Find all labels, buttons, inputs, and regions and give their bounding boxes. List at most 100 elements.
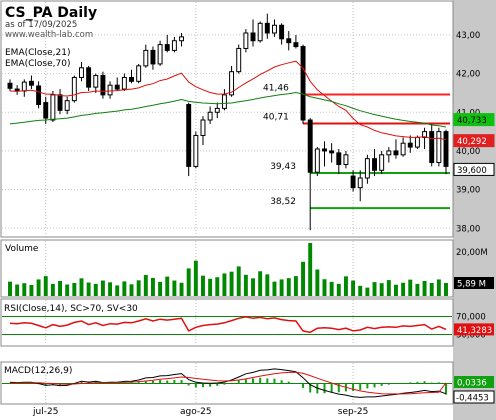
ema70-last-value-box <box>453 113 495 127</box>
x-tick-label: sep-25 <box>338 407 369 417</box>
price-axis-band <box>453 0 496 420</box>
candle-body <box>114 84 120 90</box>
candle-body <box>257 22 263 42</box>
candle-body <box>293 42 299 48</box>
candle-body <box>279 24 285 40</box>
volume-bar <box>179 282 184 296</box>
volume-bar <box>122 281 127 296</box>
candle-body <box>93 75 99 88</box>
volume-bar <box>15 284 20 296</box>
volume-bar <box>58 280 62 296</box>
candle-body <box>357 177 363 189</box>
volume-bar <box>422 280 427 296</box>
volume-bar <box>72 282 77 296</box>
candle-body <box>236 47 242 73</box>
candle-body <box>300 46 306 121</box>
volume-bar <box>379 283 384 296</box>
volume-last-value: 5,89 M <box>457 279 486 289</box>
rsi-label: RSI(Close,14), SC>70, SV<30 <box>4 304 138 314</box>
volume-bars <box>8 243 448 296</box>
volume-pane <box>0 239 454 298</box>
candle-body <box>64 100 70 111</box>
rsi-tick-label: 70,000 <box>456 313 486 323</box>
volume-bar <box>29 284 34 296</box>
level-label: 38,52 <box>270 197 296 207</box>
ema70-line <box>9 91 447 128</box>
price-tick-label: 42,00 <box>456 70 480 80</box>
close-last-value-box <box>453 162 495 176</box>
candle-body <box>400 142 406 156</box>
candle-body <box>107 84 113 96</box>
volume-bar <box>8 281 12 296</box>
price-tick-label: 38,00 <box>456 224 480 234</box>
candle-body <box>422 131 428 138</box>
volume-bar <box>436 279 441 296</box>
volume-bar <box>86 282 91 296</box>
ema70-last-value: 40,733 <box>457 116 487 126</box>
candle-body <box>71 76 77 102</box>
volume-bar <box>336 283 341 296</box>
candle-body <box>264 22 270 34</box>
candle-body <box>271 24 277 34</box>
chart-title: CS_PA Daily <box>5 5 97 21</box>
rsi-line <box>9 316 447 334</box>
volume-bar <box>293 276 298 296</box>
ema21-last-value: 40,292 <box>457 137 487 147</box>
x-tick-label: ago-25 <box>180 407 212 417</box>
volume-bar <box>43 276 48 296</box>
candle-body <box>443 131 449 167</box>
macd-label: MACD(12,26,9) <box>4 366 72 376</box>
candle-body <box>350 175 356 189</box>
volume-bar <box>136 280 141 296</box>
volume-bar <box>272 281 277 296</box>
candle-body <box>429 131 435 164</box>
price-tick-label: 40,00 <box>456 147 480 157</box>
candle-body <box>407 142 413 148</box>
candle-body <box>100 75 106 96</box>
volume-bar <box>429 282 434 296</box>
level-label: 39,43 <box>270 162 296 172</box>
ema-fast-label: EMA(Close,21) <box>5 48 70 58</box>
candle-body <box>143 49 149 67</box>
candle-body <box>200 119 206 136</box>
candle-body <box>36 85 42 106</box>
volume-bar <box>100 280 105 296</box>
volume-bar <box>165 276 170 296</box>
volume-bar <box>222 273 227 296</box>
volume-bar <box>351 280 356 296</box>
candle-body <box>14 88 20 92</box>
candle-body <box>286 38 292 44</box>
candle-body <box>207 111 213 121</box>
macd-signal-last-box <box>454 376 494 388</box>
ema-lines <box>9 60 447 141</box>
candle-body <box>79 67 84 78</box>
volume-bar <box>279 279 284 296</box>
volume-last-box <box>454 276 494 289</box>
price-pane <box>0 0 454 238</box>
candle-body <box>336 152 342 165</box>
volume-bar <box>150 277 155 296</box>
candle-body <box>329 150 335 154</box>
volume-bar <box>444 282 448 296</box>
volume-bar <box>158 281 163 296</box>
level-label: 40,71 <box>263 112 289 122</box>
candle-body <box>57 94 63 111</box>
candle-body <box>229 71 235 96</box>
rsi-pane <box>0 298 454 347</box>
volume-bar <box>172 280 177 296</box>
ema21-last-value-box <box>453 134 495 148</box>
price-tick-label: 43,00 <box>456 31 480 41</box>
candle-body <box>414 136 420 148</box>
level-label: 41,46 <box>263 83 289 93</box>
volume-bar <box>229 271 234 296</box>
macd-lines <box>2 368 452 398</box>
candle-body <box>164 44 170 51</box>
candle-body <box>28 80 34 86</box>
macd-pane <box>0 361 454 405</box>
candle-body <box>436 131 442 164</box>
volume-bar <box>22 283 27 296</box>
volume-bar <box>394 284 398 296</box>
